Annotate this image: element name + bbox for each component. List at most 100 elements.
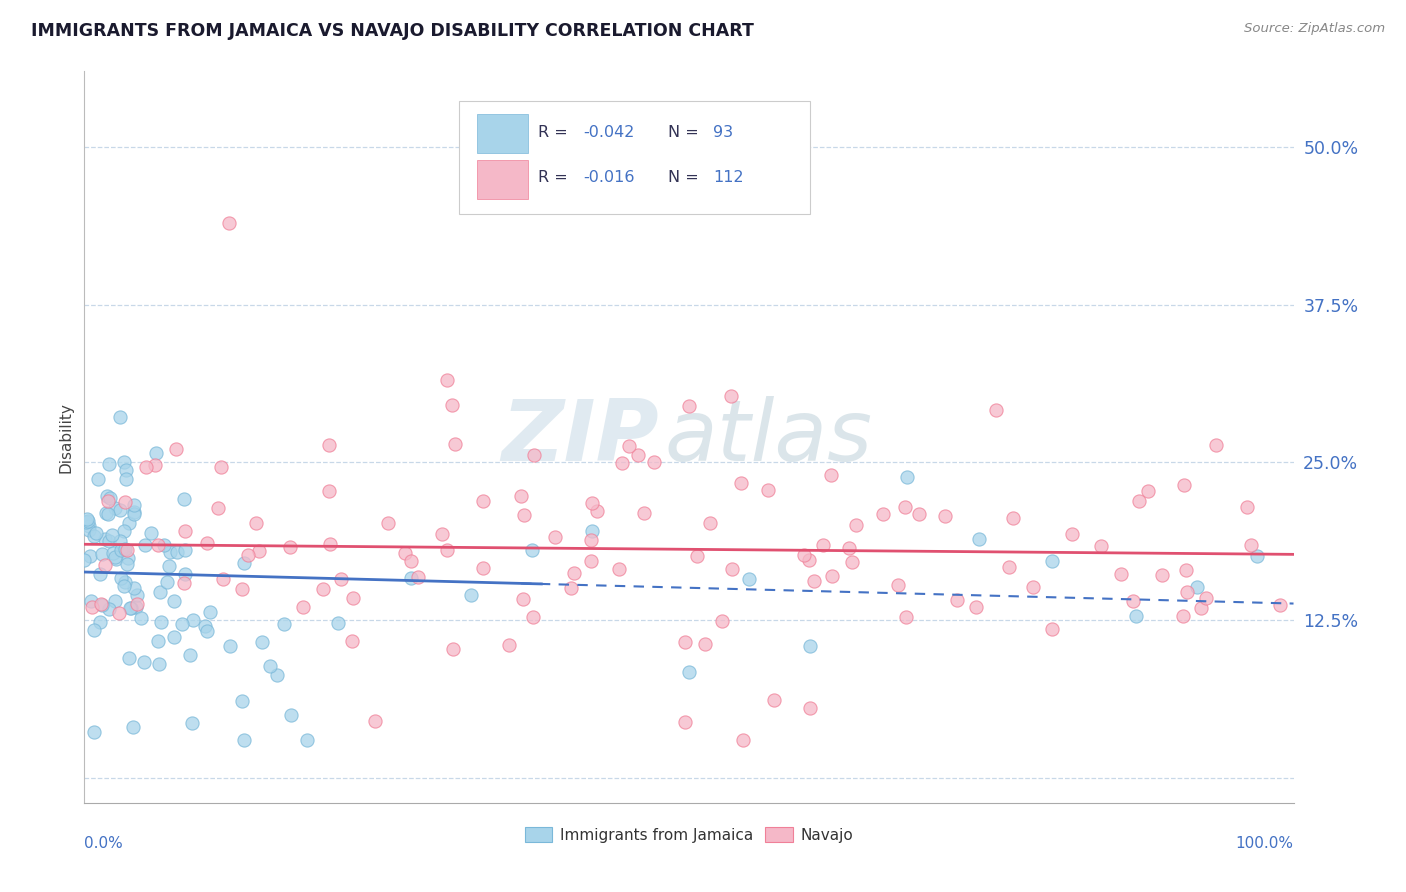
Point: [117, 650, 139, 665]
Point: [110, 571, 132, 585]
Point: [686, 549, 709, 564]
Point: [114, 495, 136, 509]
Point: [252, 634, 274, 648]
Point: [408, 570, 430, 584]
Point: [132, 655, 155, 669]
Point: [97, 601, 120, 615]
Text: N =: N =: [668, 125, 704, 139]
Point: [363, 714, 385, 728]
Point: [108, 409, 131, 424]
Point: [1128, 494, 1150, 508]
Point: [198, 605, 221, 619]
Point: [79, 549, 101, 563]
Point: [678, 665, 700, 679]
FancyBboxPatch shape: [478, 160, 529, 200]
Point: [212, 572, 235, 586]
FancyBboxPatch shape: [460, 101, 810, 214]
Text: 112: 112: [713, 169, 744, 185]
Point: [218, 216, 240, 230]
Point: [83, 725, 105, 739]
Point: [118, 516, 141, 530]
Point: [273, 616, 295, 631]
Point: [98, 534, 121, 549]
Point: [678, 399, 700, 413]
Point: [207, 500, 229, 515]
Point: [91, 598, 114, 612]
Point: [1060, 526, 1083, 541]
Point: [512, 592, 534, 607]
Point: [319, 537, 342, 551]
Point: [894, 609, 917, 624]
Point: [510, 489, 533, 503]
Point: [633, 507, 655, 521]
Point: [946, 593, 969, 607]
Point: [617, 439, 640, 453]
Point: [799, 639, 821, 653]
Point: [1246, 549, 1268, 563]
Point: [1040, 554, 1063, 568]
Text: ZIP: ZIP: [501, 395, 659, 479]
Point: [1040, 622, 1063, 636]
Point: [330, 573, 353, 587]
Point: [430, 527, 453, 541]
Point: [104, 550, 127, 565]
Point: [105, 551, 128, 566]
Point: [170, 617, 193, 632]
Point: [673, 634, 696, 648]
Point: [441, 641, 464, 656]
Point: [247, 544, 270, 558]
Point: [1136, 484, 1159, 499]
Point: [90, 597, 112, 611]
Point: [845, 518, 868, 533]
Point: [908, 507, 931, 521]
Point: [174, 567, 197, 582]
Point: [73, 553, 96, 567]
Point: [129, 611, 152, 625]
Point: [799, 701, 821, 715]
Point: [436, 543, 458, 558]
Point: [233, 732, 256, 747]
Point: [560, 582, 582, 596]
Point: [159, 545, 181, 559]
Point: [872, 507, 894, 521]
Point: [127, 597, 149, 611]
Point: [607, 562, 630, 576]
Point: [756, 483, 779, 498]
Text: 93: 93: [713, 125, 734, 139]
Point: [967, 533, 990, 547]
Point: [1022, 580, 1045, 594]
Point: [238, 549, 260, 563]
Point: [1240, 538, 1263, 552]
Point: [104, 500, 127, 515]
Point: [643, 455, 665, 469]
Point: [460, 589, 482, 603]
Point: [163, 630, 186, 644]
Point: [841, 555, 863, 569]
Point: [101, 527, 124, 541]
Point: [292, 599, 315, 614]
Point: [894, 500, 917, 514]
Point: [115, 463, 138, 477]
Point: [731, 732, 754, 747]
Point: [443, 437, 465, 451]
Point: [97, 494, 120, 508]
Point: [152, 538, 174, 552]
FancyBboxPatch shape: [478, 114, 529, 153]
Point: [93, 558, 115, 573]
Point: [77, 514, 100, 528]
Point: [80, 594, 103, 608]
Point: [76, 512, 98, 526]
Point: [377, 516, 399, 530]
Point: [173, 491, 195, 506]
Point: [579, 554, 602, 568]
Point: [89, 615, 111, 629]
Point: [218, 639, 240, 653]
Point: [108, 606, 131, 620]
Point: [997, 560, 1019, 574]
Point: [730, 475, 752, 490]
Point: [149, 585, 172, 599]
Point: [399, 554, 422, 568]
Point: [231, 694, 253, 708]
Text: atlas: atlas: [665, 395, 873, 479]
Text: R =: R =: [538, 125, 572, 139]
